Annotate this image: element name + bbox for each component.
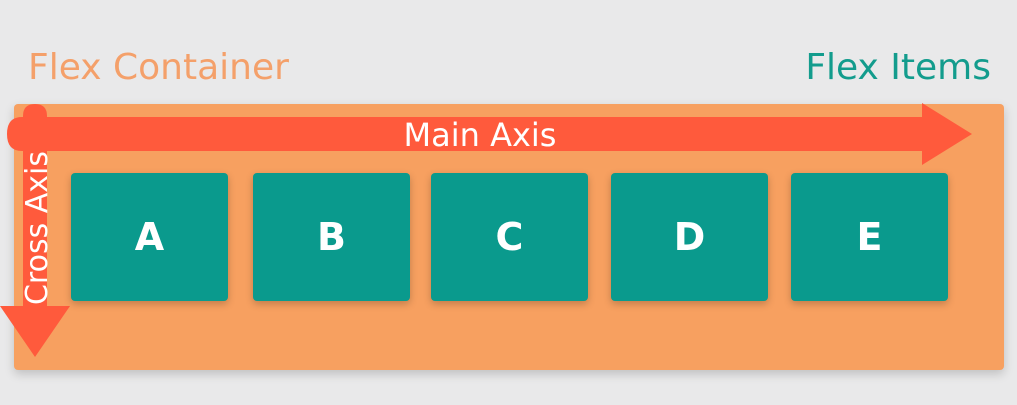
- flex-item-d: D: [611, 173, 768, 301]
- flex-item-e: E: [791, 173, 948, 301]
- flex-container-label: Flex Container: [28, 47, 289, 88]
- flex-items-label: Flex Items: [805, 47, 991, 88]
- flex-item-c: C: [431, 173, 588, 301]
- cross-axis-label: Cross Axis: [20, 151, 55, 306]
- flex-item-b: B: [253, 173, 410, 301]
- flex-item-a: A: [71, 173, 228, 301]
- main-axis-label: Main Axis: [403, 116, 557, 154]
